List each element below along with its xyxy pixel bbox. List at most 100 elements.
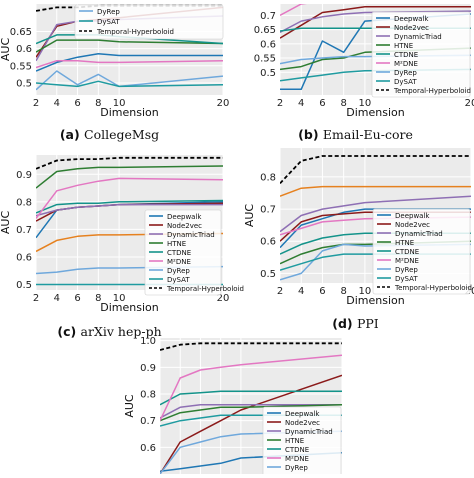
- x-tick-label: 8: [340, 98, 346, 109]
- caption-tag: (a): [60, 127, 84, 142]
- legend-label-dynamictriad: DynamicTriad: [285, 428, 333, 436]
- y-tick-label: 0.7: [140, 416, 156, 427]
- y-tick-label: 0.8: [16, 197, 32, 208]
- legend-label-dyrep: DyRep: [395, 266, 418, 274]
- chart-panel-3: 0.50.60.70.824681020DimensionAUC(d) PPID…: [243, 148, 474, 331]
- legend-label-dyrep: DyRep: [167, 267, 190, 275]
- y-tick-label: 0.6: [16, 44, 32, 55]
- x-axis-label: Dimension: [346, 106, 404, 119]
- legend-label-dynamictriad: DynamicTriad: [167, 231, 215, 239]
- legend-label-dysat: DySAT: [395, 275, 418, 283]
- x-tick-label: 2: [33, 98, 39, 109]
- series-line-ctdne: [36, 199, 223, 214]
- series-line-temporal-hyperboloid: [36, 156, 223, 170]
- y-tick-label: 0.8: [140, 390, 156, 401]
- legend-label-deepwalk: Deepwalk: [395, 212, 430, 220]
- chart-panel-4: 0.6 0.7 0.8 0.9 1.0 AUC DeepwalkNode2vecDynami…: [123, 336, 343, 478]
- x-tick-label: 20: [465, 98, 474, 109]
- y-axis-label: AUC: [123, 394, 136, 418]
- y-tick-label: 0.6: [140, 443, 156, 454]
- legend-label-htne: HTNE: [285, 437, 304, 445]
- series-line-unnamed: [280, 185, 471, 197]
- x-tick-label: 6: [319, 286, 325, 297]
- legend-label-deepwalk: Deepwalk: [394, 15, 429, 23]
- x-tick-label: 2: [277, 286, 283, 297]
- series-line-m-dne: [160, 354, 342, 422]
- caption-tag: (c): [57, 324, 80, 339]
- series-line-dynamictriad: [36, 203, 223, 217]
- y-tick-label: 0.55: [254, 54, 276, 65]
- series-group: [36, 156, 223, 286]
- y-tick-label: 0.55: [10, 61, 32, 72]
- series-line-temporal-hyperboloid: [280, 155, 471, 185]
- y-tick-label: 0.65: [254, 25, 276, 36]
- legend-label-ctdne: CTDNE: [285, 446, 309, 454]
- legend-label-dysat: DySAT: [394, 78, 417, 86]
- legend-label-m-dne: M²DNE: [167, 258, 191, 266]
- legend-label-ctdne: CTDNE: [395, 248, 419, 256]
- x-tick-label: 20: [217, 98, 230, 109]
- x-tick-label: 2: [277, 98, 283, 109]
- legend-label-m-dne: M²DNE: [394, 60, 418, 68]
- chart-panel-2: 0.5 0.6 0.7 0.8 0.9 2 4 6 8 10 20 Dimension AUC (c) a…: [0, 155, 244, 339]
- series-line-deepwalk: [36, 53, 223, 72]
- y-tick-label: 0.6: [260, 39, 276, 50]
- caption-text: PPI: [357, 316, 379, 331]
- legend-label-dynamictriad: DynamicTriad: [394, 33, 442, 41]
- x-tick-label: 4: [298, 286, 304, 297]
- legend-label-dyrep: DyRep: [285, 464, 308, 472]
- caption-tag: (b): [298, 127, 323, 142]
- panel-caption: (b) Email-Eu-core: [298, 127, 413, 142]
- x-axis-label: Dimension: [346, 294, 404, 307]
- series-line-temporal-hyperboloid: [160, 342, 342, 351]
- legend-label-m-dne: M²DNE: [285, 455, 309, 463]
- legend-label-htne: HTNE: [394, 42, 413, 50]
- caption-text: CollegeMsg: [84, 127, 159, 142]
- x-tick-label: 10: [359, 98, 372, 109]
- x-tick-label: 6: [319, 98, 325, 109]
- x-tick-label: 4: [54, 98, 60, 109]
- legend-label-dysat: DySAT: [167, 276, 190, 284]
- x-tick-label: 4: [54, 293, 60, 304]
- series-line-m2dne: [36, 59, 223, 69]
- y-tick-label: 0.6: [260, 237, 276, 248]
- y-tick-label: 1.0: [140, 336, 156, 347]
- series-line-deepwalk: [160, 451, 342, 473]
- series-line-htne: [160, 403, 342, 422]
- legend-label-htne: HTNE: [167, 240, 186, 248]
- legend-box: [371, 11, 471, 98]
- y-tick-label: 0.7: [260, 11, 276, 22]
- series-line-ctdne: [160, 390, 342, 406]
- legend-label-node2vec: Node2vec: [394, 24, 429, 32]
- legend-label-temporal-hyperboloid: Temporal-Hyperboloid: [393, 87, 471, 95]
- caption-text: arXiv hep-ph: [81, 324, 162, 339]
- x-axis-label: Dimension: [100, 106, 158, 119]
- chart-panel-0: 0.5 0.55 0.6 0.65 2 4 6 8 10 20 Dimension AUC (a) Co…: [0, 4, 229, 142]
- series-line-dyrep: [160, 430, 342, 474]
- legend-label-deepwalk: Deepwalk: [285, 410, 320, 418]
- legend-label-dyrep: DyRep: [394, 69, 417, 77]
- series-line-m-dne: [280, 4, 307, 17]
- y-tick-label: 0.5: [260, 68, 276, 79]
- series-line-dyrep: [36, 265, 223, 275]
- legend-label-ctdne: CTDNE: [167, 249, 191, 257]
- y-axis-label: AUC: [0, 211, 12, 235]
- x-tick-label: 4: [298, 98, 304, 109]
- y-tick-label: 0.7: [16, 225, 32, 236]
- y-tick-label: 0.5: [260, 269, 276, 280]
- series-group: [160, 342, 342, 474]
- y-tick-label: 0.9: [16, 170, 32, 181]
- series-line-dynamictriad: [280, 195, 471, 233]
- y-axis-label: AUC: [0, 38, 12, 62]
- legend-label-node2vec: Node2vec: [395, 221, 430, 229]
- y-tick-label: 0.8: [260, 172, 276, 183]
- y-tick-label: 0.65: [10, 27, 32, 38]
- x-tick-label: 2: [33, 293, 39, 304]
- series-line-m-dne: [36, 177, 223, 219]
- caption-text: Email-Eu-core: [323, 127, 413, 142]
- series-line-dysat: [36, 80, 223, 88]
- legend-label-deepwalk: Deepwalk: [167, 213, 202, 221]
- x-tick-label: 6: [74, 293, 80, 304]
- series-line-dysat: [160, 414, 342, 427]
